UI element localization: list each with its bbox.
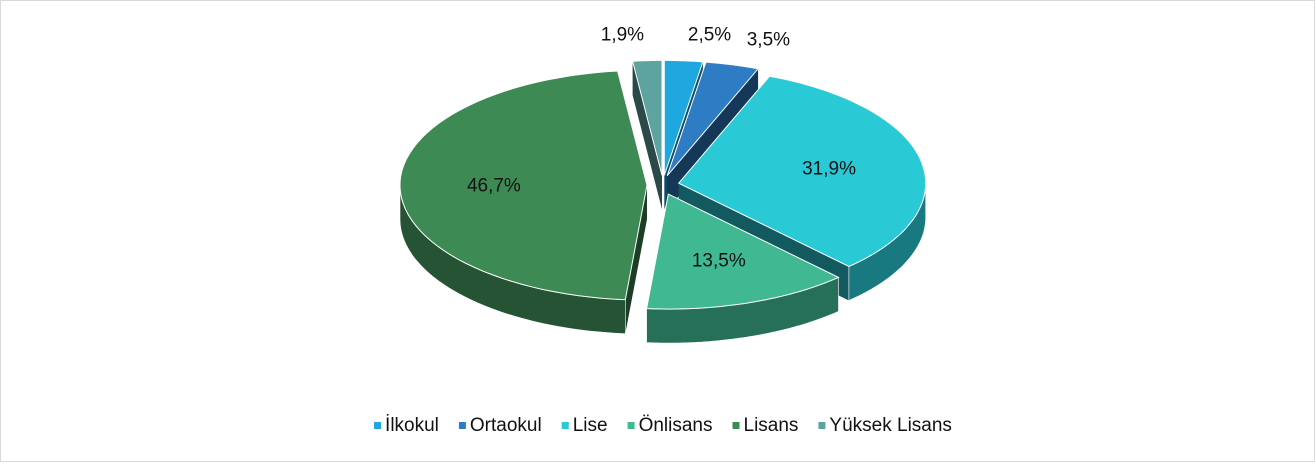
data-label: 13,5% [692,250,746,271]
legend-marker [374,422,382,429]
legend-marker [627,422,635,429]
data-label: 1,9% [601,24,644,45]
slice [677,75,927,268]
legend-marker [818,422,826,429]
slice-wall [632,61,662,210]
legend-label: İlkokul [385,415,439,436]
slice [399,70,648,301]
legend-marker [561,422,569,429]
slice [631,59,663,176]
legend-label: Yüksek Lisans [829,415,952,436]
slice [645,193,840,310]
data-label: 31,9% [802,159,856,180]
legend-label: Lise [573,415,608,436]
legend-marker [732,422,740,429]
slice [663,59,704,176]
data-label: 3,5% [747,29,790,50]
legend-marker [458,422,466,429]
data-label: 46,7% [467,175,521,196]
data-label: 2,5% [688,25,731,46]
slice [666,61,760,177]
legend-label: Ortaokul [470,415,542,436]
legend-label: Önlisans [639,415,713,436]
legend-label: Lisans [744,415,799,436]
slice-wall [625,185,647,334]
